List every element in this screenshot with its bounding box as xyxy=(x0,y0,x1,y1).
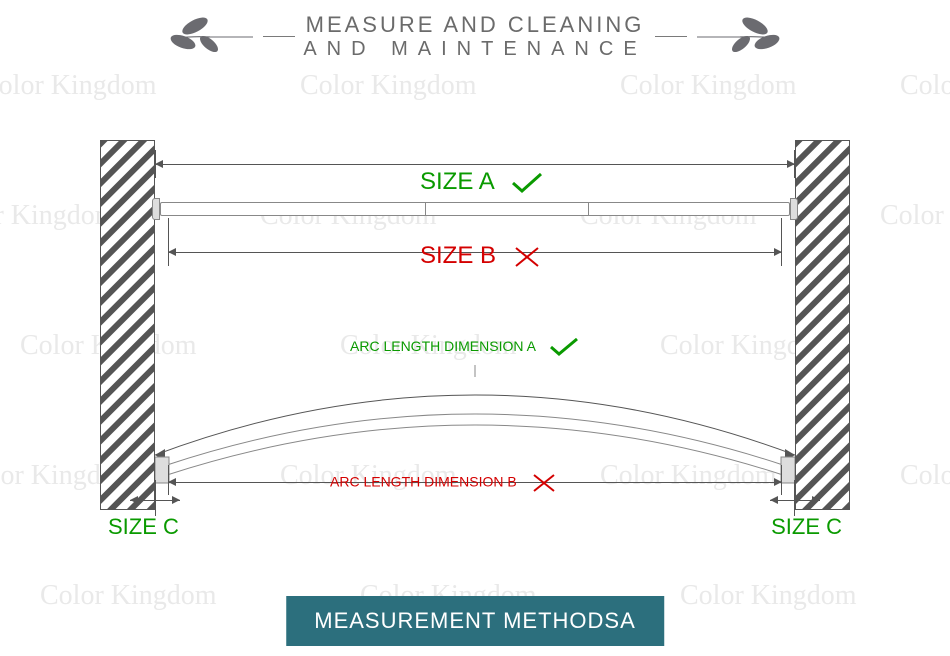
measurement-methods-banner: MEASUREMENT METHODSA xyxy=(286,596,664,646)
watermark-text: Color Kingdom xyxy=(900,70,950,102)
size-c-left-label: SIZE C xyxy=(108,514,179,540)
arc-b-text: ARC LENGTH DIMENSION B xyxy=(330,474,517,490)
arc-a-label: ARC LENGTH DIMENSION A xyxy=(350,338,579,356)
measurement-diagram: SIZE A SIZE B xyxy=(0,120,950,540)
size-b-label: SIZE B xyxy=(420,242,541,270)
header-line1: MEASURE AND CLEANING xyxy=(303,12,646,38)
straight-rod xyxy=(160,202,790,216)
watermark-text: Color Kingdom xyxy=(0,70,157,102)
header-title: MEASURE AND CLEANING AND MAINTENANCE xyxy=(303,12,646,61)
watermark-text: Color Kingdom xyxy=(300,70,477,102)
watermark-text: Color Kingdom xyxy=(620,70,797,102)
footer-label: MEASUREMENT METHODSA xyxy=(314,608,636,633)
dim-ext xyxy=(155,480,156,516)
header-rule xyxy=(263,36,295,37)
cross-icon xyxy=(531,472,557,494)
watermark-text: Color Kingdom xyxy=(40,580,217,612)
size-c-right-dim xyxy=(770,500,820,501)
header-line2: AND MAINTENANCE xyxy=(303,38,646,61)
check-icon xyxy=(510,172,544,194)
size-a-label: SIZE A xyxy=(420,168,544,196)
size-c-left-dim xyxy=(130,500,180,501)
dim-ext xyxy=(794,480,795,516)
check-icon xyxy=(549,338,579,356)
size-c-right-label: SIZE C xyxy=(771,514,842,540)
dim-ext xyxy=(168,218,169,266)
header-rule xyxy=(655,36,687,37)
watermark-text: Color Kingdom xyxy=(680,580,857,612)
wall-right xyxy=(795,140,850,510)
size-a-dim-line xyxy=(155,164,795,165)
dim-ext xyxy=(781,218,782,266)
size-a-text: SIZE A xyxy=(420,168,493,195)
cross-icon xyxy=(513,245,541,269)
arc-b-label: ARC LENGTH DIMENSION B xyxy=(330,472,557,494)
page-header: MEASURE AND CLEANING AND MAINTENANCE xyxy=(0,12,950,61)
rod-end-right xyxy=(790,198,798,220)
wall-left xyxy=(100,140,155,510)
size-b-text: SIZE B xyxy=(420,242,496,269)
leaf-ornament-right-icon xyxy=(695,14,785,60)
curved-rod-region xyxy=(155,345,795,485)
arc-a-text: ARC LENGTH DIMENSION A xyxy=(350,338,535,354)
leaf-ornament-left-icon xyxy=(165,14,255,60)
rod-end-left xyxy=(152,198,160,220)
